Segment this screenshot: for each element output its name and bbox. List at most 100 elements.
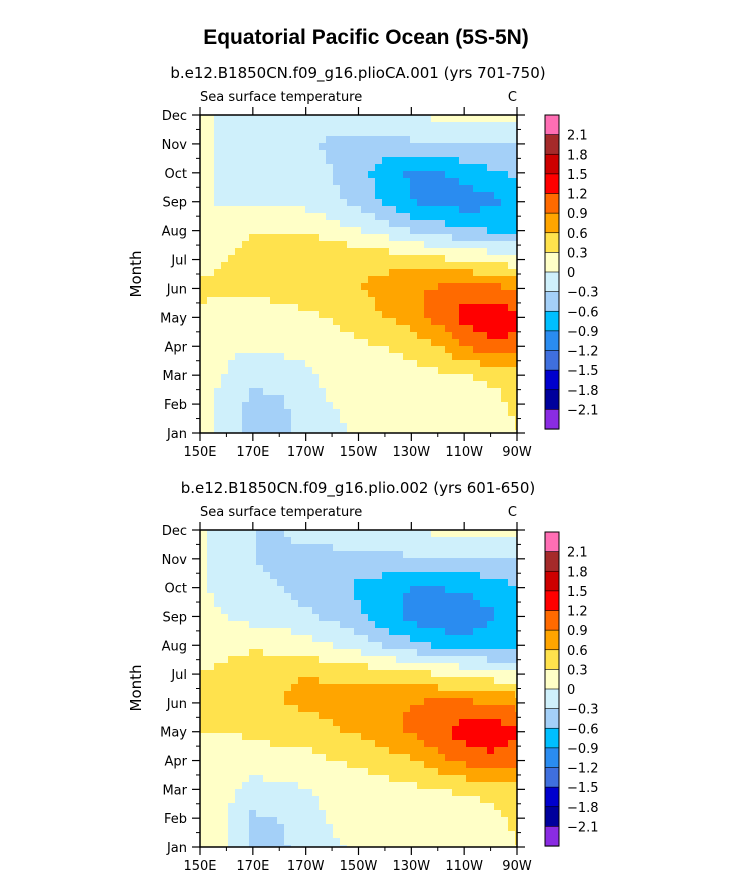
heatmap-cell xyxy=(291,698,299,706)
heatmap-cell xyxy=(515,192,518,200)
heatmap-cell xyxy=(480,339,488,347)
heatmap-cell xyxy=(480,430,488,434)
heatmap-cell xyxy=(312,754,320,762)
heatmap-cell xyxy=(389,311,397,319)
heatmap-cell xyxy=(256,565,264,573)
heatmap-cell xyxy=(354,262,362,270)
heatmap-cell xyxy=(284,789,292,797)
heatmap-cell xyxy=(326,423,334,431)
heatmap-cell xyxy=(410,831,418,839)
heatmap-cell xyxy=(382,775,390,783)
heatmap-cell xyxy=(256,642,264,650)
heatmap-cell xyxy=(347,234,355,242)
heatmap-cell xyxy=(501,649,509,657)
heatmap-cell xyxy=(221,367,229,375)
heatmap-cell xyxy=(235,381,243,389)
heatmap-cell xyxy=(354,803,362,811)
heatmap-cell xyxy=(431,530,439,538)
heatmap-cell xyxy=(347,761,355,769)
heatmap-cell xyxy=(480,607,488,615)
heatmap-cell xyxy=(396,416,404,424)
heatmap-cell xyxy=(480,705,488,713)
heatmap-cell xyxy=(452,297,460,305)
heatmap-cell xyxy=(368,430,376,434)
heatmap-cell xyxy=(515,325,518,333)
heatmap-cell xyxy=(333,395,341,403)
heatmap-cell xyxy=(249,213,257,221)
heatmap-cell xyxy=(347,416,355,424)
heatmap-cell xyxy=(200,726,208,734)
heatmap-cell xyxy=(228,269,236,277)
heatmap-cell xyxy=(242,677,250,685)
heatmap-cell xyxy=(487,558,495,566)
heatmap-cell xyxy=(354,304,362,312)
heatmap-cell xyxy=(319,740,327,748)
heatmap-cell xyxy=(333,789,341,797)
heatmap-cell xyxy=(249,600,257,608)
heatmap-cell xyxy=(389,129,397,137)
heatmap-cell xyxy=(403,297,411,305)
heatmap-cell xyxy=(284,740,292,748)
heatmap-cell xyxy=(459,318,467,326)
heatmap-cell xyxy=(403,255,411,263)
heatmap-cell xyxy=(452,318,460,326)
heatmap-cell xyxy=(396,712,404,720)
heatmap-cell xyxy=(508,241,516,249)
heatmap-cell xyxy=(200,269,208,277)
heatmap-cell xyxy=(480,416,488,424)
heatmap-cell xyxy=(326,276,334,284)
heatmap-cell xyxy=(277,374,285,382)
heatmap-cell xyxy=(305,663,313,671)
heatmap-cell xyxy=(403,423,411,431)
heatmap-cell xyxy=(263,803,271,811)
heatmap-cell xyxy=(368,831,376,839)
y-tick-label: Nov xyxy=(162,138,188,153)
heatmap-cell xyxy=(312,635,320,643)
heatmap-cell xyxy=(368,579,376,587)
heatmap-cell xyxy=(389,740,397,748)
heatmap-cell xyxy=(284,290,292,298)
heatmap-cell xyxy=(326,332,334,340)
heatmap-cell xyxy=(410,614,418,622)
heatmap-cell xyxy=(403,318,411,326)
heatmap-cell xyxy=(487,388,495,396)
heatmap-cell xyxy=(270,712,278,720)
heatmap-cell xyxy=(249,691,257,699)
heatmap-cell xyxy=(319,782,327,790)
heatmap-cell xyxy=(347,614,355,622)
heatmap-cell xyxy=(382,551,390,559)
heatmap-cell xyxy=(480,269,488,277)
heatmap-cell xyxy=(473,789,481,797)
heatmap-cell xyxy=(417,607,425,615)
heatmap-cell xyxy=(235,565,243,573)
heatmap-cell xyxy=(368,761,376,769)
heatmap-cell xyxy=(389,388,397,396)
heatmap-cell xyxy=(291,768,299,776)
heatmap-cell xyxy=(487,290,495,298)
heatmap-cell xyxy=(228,164,236,172)
heatmap-cell xyxy=(375,831,383,839)
heatmap-cell xyxy=(347,565,355,573)
heatmap-cell xyxy=(438,353,446,361)
heatmap-cell xyxy=(228,677,236,685)
heatmap-cell xyxy=(326,234,334,242)
heatmap-cell xyxy=(403,593,411,601)
heatmap-cell xyxy=(207,206,215,214)
heatmap-cell xyxy=(284,530,292,538)
heatmap-cell xyxy=(375,409,383,417)
heatmap-cell xyxy=(438,136,446,144)
heatmap-cell xyxy=(249,635,257,643)
heatmap-cell xyxy=(242,845,250,848)
heatmap-cell xyxy=(368,530,376,538)
heatmap-cell xyxy=(298,838,306,846)
heatmap-cell xyxy=(305,262,313,270)
heatmap-cell xyxy=(473,346,481,354)
heatmap-cell xyxy=(375,768,383,776)
heatmap-cell xyxy=(466,297,474,305)
heatmap-cell xyxy=(501,670,509,678)
heatmap-cell xyxy=(319,402,327,410)
heatmap-cell xyxy=(228,409,236,417)
heatmap-cell xyxy=(368,663,376,671)
heatmap-cell xyxy=(277,712,285,720)
heatmap-cell xyxy=(312,304,320,312)
